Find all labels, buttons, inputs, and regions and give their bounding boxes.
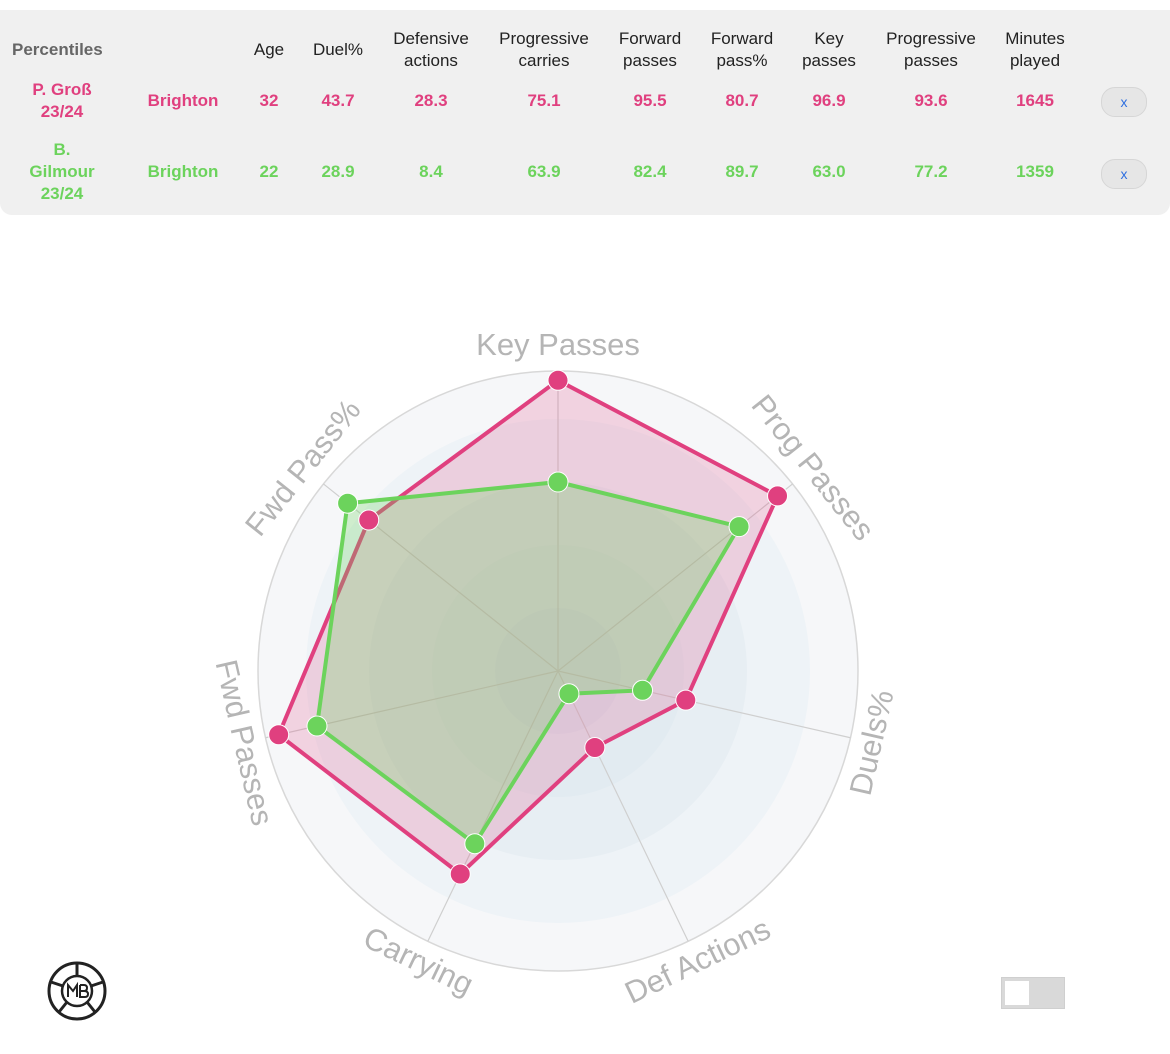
value-key-passes: 96.9 xyxy=(812,91,846,110)
toggle-knob xyxy=(1005,981,1029,1005)
value-progressive-passes: 77.2 xyxy=(914,162,948,181)
radar-data-point xyxy=(464,833,486,855)
value-progressive-passes: 93.6 xyxy=(914,91,948,110)
column-header-minutes-played: Minutes played xyxy=(1005,29,1065,70)
team-name: Brighton xyxy=(147,162,219,181)
value-age: 22 xyxy=(259,162,279,181)
radar-spoke xyxy=(557,670,851,739)
value-duel-pct: 43.7 xyxy=(321,91,355,110)
column-header-key-passes: Key passes xyxy=(802,29,856,70)
percentiles-table: Percentiles Age Duel% Defensive actions P… xyxy=(0,10,1170,215)
radar-data-point xyxy=(547,471,569,493)
team-name: Brighton xyxy=(147,91,219,110)
value-forward-pass-pct: 80.7 xyxy=(725,91,759,110)
radar-data-point xyxy=(584,736,606,758)
column-header-progressive-carries: Progressive carries xyxy=(499,29,589,70)
value-age: 32 xyxy=(259,91,279,110)
value-duel-pct: 28.9 xyxy=(321,162,355,181)
value-progressive-carries: 63.9 xyxy=(527,162,561,181)
value-defensive-actions: 28.3 xyxy=(414,91,448,110)
value-defensive-actions: 8.4 xyxy=(419,162,443,181)
radar-data-point xyxy=(547,369,569,391)
radar-data-point xyxy=(632,679,654,701)
value-forward-passes: 82.4 xyxy=(633,162,667,181)
value-forward-pass-pct: 89.7 xyxy=(725,162,759,181)
radar-series xyxy=(268,369,789,885)
table-title: Percentiles xyxy=(12,40,103,59)
radar-axis-label: Key Passes xyxy=(476,327,640,362)
column-header-progressive-passes: Progressive passes xyxy=(886,29,976,70)
value-minutes-played: 1645 xyxy=(1016,91,1054,110)
column-header-age: Age xyxy=(253,40,285,59)
radar-spoke xyxy=(427,670,559,942)
column-header-forward-pass-pct: Forward pass% xyxy=(710,29,774,70)
radar-spoke xyxy=(557,483,793,672)
radar-spoke xyxy=(557,670,689,942)
radar-data-point xyxy=(558,683,580,705)
column-header-forward-passes: Forward passes xyxy=(618,29,682,70)
remove-player-button[interactable]: x xyxy=(1101,159,1147,189)
column-header-defensive-actions: Defensive actions xyxy=(393,29,469,70)
radar-series-polygon xyxy=(314,480,742,846)
radar-data-point xyxy=(268,724,290,746)
radar-data-point xyxy=(337,492,359,514)
player-name: P. Groß 23/24 xyxy=(32,80,92,121)
remove-player-button[interactable]: x xyxy=(1101,87,1147,117)
radar-data-point xyxy=(767,485,789,507)
radar-data-point xyxy=(306,715,328,737)
value-key-passes: 63.0 xyxy=(812,162,846,181)
mb-ball-logo-icon xyxy=(46,960,108,1027)
value-forward-passes: 95.5 xyxy=(633,91,667,110)
toggle-switch[interactable] xyxy=(1001,977,1065,1009)
radar-data-point xyxy=(728,516,750,538)
radar-data-point xyxy=(358,509,380,531)
column-header-duel-pct: Duel% xyxy=(312,40,364,59)
radar-data-point xyxy=(449,863,471,885)
radar-data-point xyxy=(675,689,697,711)
value-progressive-carries: 75.1 xyxy=(527,91,561,110)
value-minutes-played: 1359 xyxy=(1016,162,1054,181)
player-name: B. Gilmour 23/24 xyxy=(29,140,95,203)
